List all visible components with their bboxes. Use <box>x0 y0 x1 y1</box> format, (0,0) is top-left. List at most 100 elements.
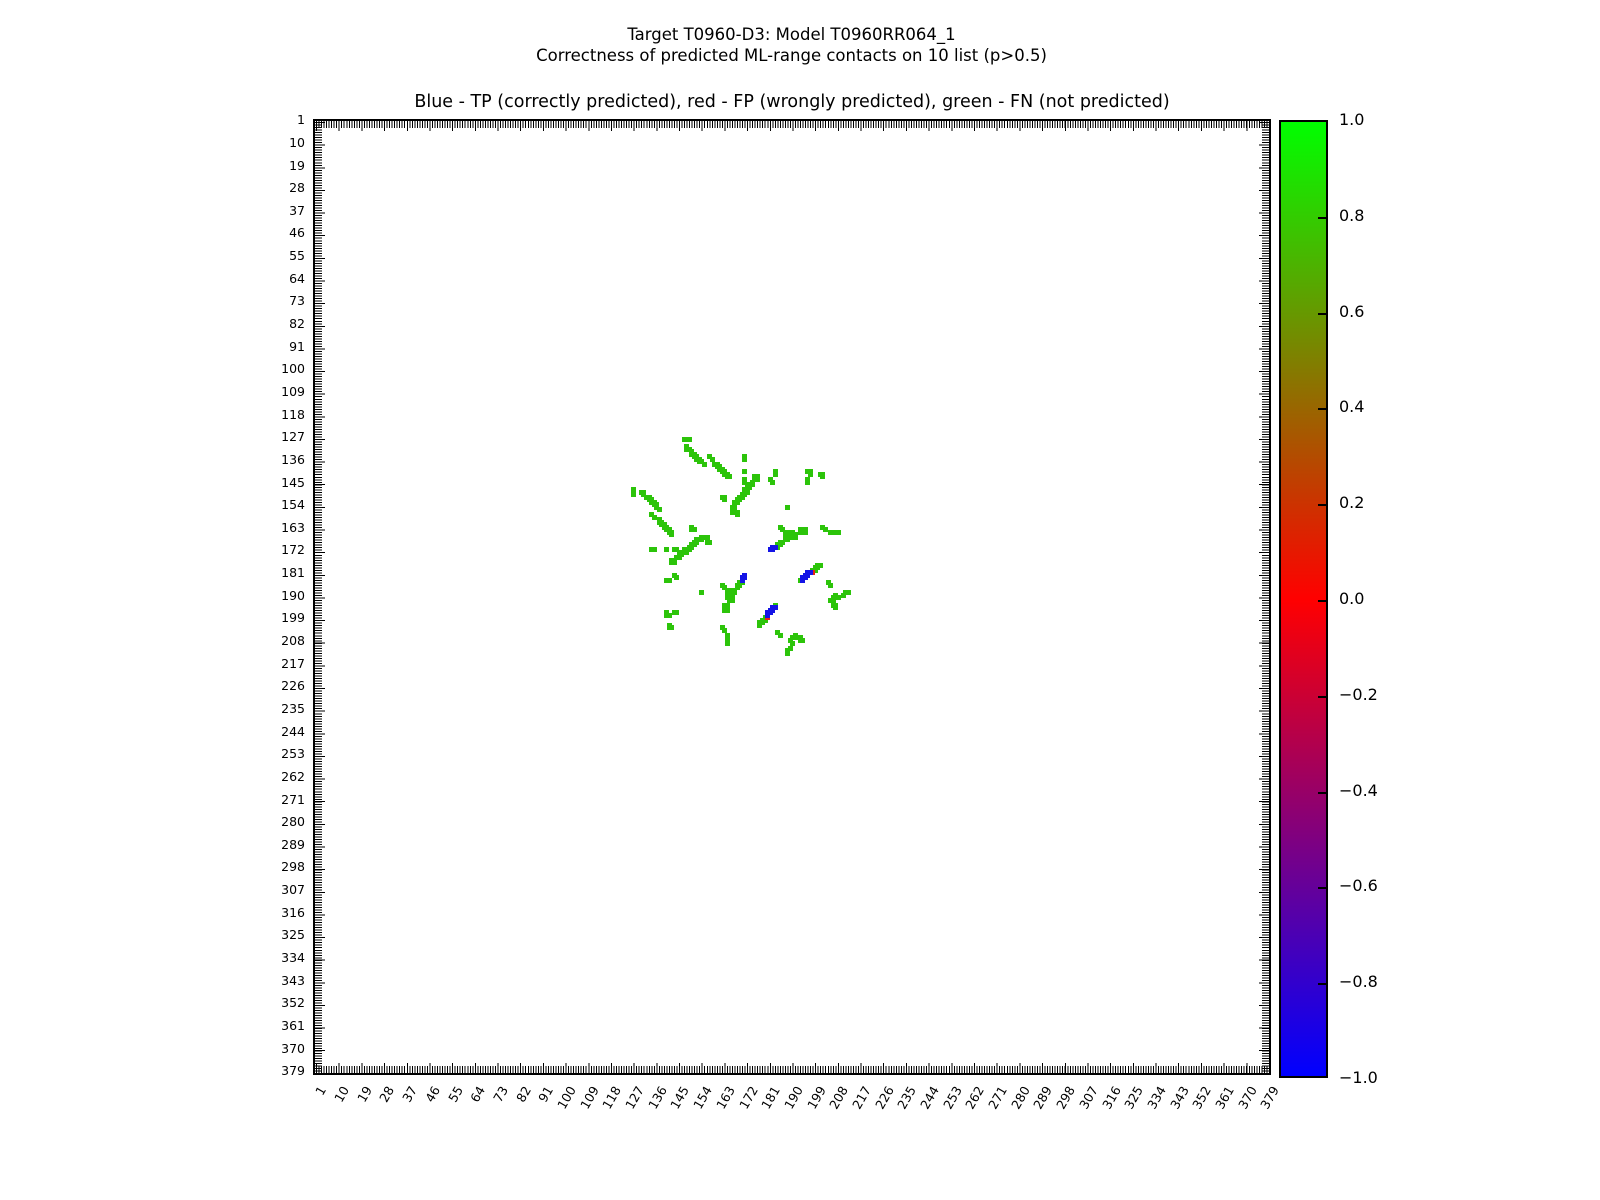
y-tick-label: 325 <box>281 927 305 943</box>
contact-point-fn <box>699 534 705 540</box>
contact-point-fn <box>631 489 637 495</box>
x-tick-label: 316 <box>1098 1083 1124 1112</box>
contact-point-fn <box>790 635 796 641</box>
contact-point-fn <box>785 529 791 535</box>
contact-point-fn <box>797 529 803 535</box>
colorbar-tick-mark <box>1318 408 1326 411</box>
contact-point-fn <box>704 539 710 545</box>
contact-point-fn <box>671 572 677 578</box>
contact-point-fn <box>785 534 791 540</box>
x-tick-label: 370 <box>1234 1083 1260 1112</box>
contact-point-fn <box>656 519 662 525</box>
y-tick-label: 46 <box>289 225 305 241</box>
contact-point-tp <box>772 605 778 611</box>
contact-point-fn <box>722 494 728 500</box>
contact-point-fn <box>780 527 786 533</box>
contact-point-fn <box>686 544 692 550</box>
contact-point-fn <box>694 537 700 543</box>
y-tick-label: 307 <box>281 882 305 898</box>
contact-point-fn <box>734 497 740 503</box>
contact-point-fn <box>666 527 672 533</box>
contact-point-tp <box>742 575 748 581</box>
contact-point-fn <box>656 507 662 513</box>
y-tick-label: 280 <box>281 814 305 830</box>
contact-point-fn <box>631 487 637 493</box>
contact-point-fn <box>790 529 796 535</box>
contact-point-fn <box>646 497 652 503</box>
y-tick-label: 163 <box>281 519 305 535</box>
contact-point-fn <box>712 461 718 467</box>
x-tick-label: 235 <box>894 1083 920 1112</box>
x-tick-label: 100 <box>554 1083 579 1112</box>
contact-point-fn <box>664 524 670 530</box>
y-tick-label: 91 <box>289 338 305 354</box>
contact-point-fn <box>805 469 811 475</box>
colorbar-tick-mark <box>1318 791 1326 794</box>
contact-point-fn <box>671 610 677 616</box>
contact-point-fn <box>707 454 713 460</box>
y-tick-label: 181 <box>281 565 305 581</box>
colorbar-tick-mark <box>1318 504 1326 507</box>
contact-point-fn <box>833 605 839 611</box>
contact-point-fn <box>833 529 839 535</box>
contact-point-fn <box>780 539 786 545</box>
contact-map-plot-area <box>313 119 1271 1075</box>
contact-point-fn <box>727 592 733 598</box>
y-tick-label: 289 <box>281 836 305 852</box>
contact-point-fn <box>724 605 730 611</box>
contact-point-fn <box>792 534 798 540</box>
contact-point-fn <box>714 464 720 470</box>
contact-point-fn <box>727 595 733 601</box>
contact-point-fn <box>684 436 690 442</box>
x-tick-label: 109 <box>576 1083 602 1112</box>
contact-point-fn <box>742 492 748 498</box>
colorbar-tick-label: 0.0 <box>1339 589 1365 608</box>
x-tick-label: 73 <box>489 1083 511 1105</box>
contact-point-fn <box>722 627 728 633</box>
x-tick-label: 154 <box>690 1083 716 1112</box>
colorbar-tick-mark <box>1318 695 1326 698</box>
contact-point-fn <box>664 577 670 583</box>
contact-point-fp <box>810 570 816 576</box>
contact-point-fn <box>671 547 677 553</box>
contact-point-fn <box>817 471 823 477</box>
contact-point-fn <box>724 587 730 593</box>
contact-point-fn <box>792 532 798 538</box>
y-tick-label: 82 <box>289 316 305 332</box>
y-tick-label: 55 <box>289 248 305 264</box>
contact-point-fn <box>699 537 705 543</box>
contact-point-fn <box>732 502 738 508</box>
contact-point-fn <box>631 492 637 498</box>
contact-point-fn <box>785 537 791 543</box>
contact-point-fn <box>782 534 788 540</box>
x-tick-label: 172 <box>735 1083 761 1112</box>
contact-point-fn <box>732 504 738 510</box>
contact-point-fn <box>752 474 758 480</box>
contact-point-fn <box>742 489 748 495</box>
contact-point-fn <box>805 477 811 482</box>
x-tick-label: 361 <box>1212 1083 1237 1112</box>
contact-point-fn <box>669 625 675 631</box>
contact-point-tp <box>765 612 771 618</box>
contact-point-fn <box>732 499 738 505</box>
colorbar-tick-mark <box>1318 312 1326 315</box>
contact-point-fn <box>694 456 700 462</box>
colorbar-tick-label: −1.0 <box>1339 1068 1378 1087</box>
contact-point-tp <box>770 544 776 550</box>
y-tick-label: 298 <box>281 859 305 875</box>
y-tick-label: 316 <box>281 904 305 920</box>
x-tick-label: 37 <box>399 1083 421 1105</box>
contact-point-fn <box>770 479 776 485</box>
y-tick-label: 136 <box>281 451 305 467</box>
x-tick-label: 226 <box>871 1083 897 1112</box>
suptitle-line1: Target T0960-D3: Model T0960RR064_1 <box>627 25 956 44</box>
contact-point-fn <box>810 567 816 573</box>
x-tick-label: 298 <box>1053 1083 1079 1112</box>
contact-point-fn <box>747 484 753 490</box>
contact-point-fn <box>790 534 796 540</box>
y-tick-label: 172 <box>281 542 305 558</box>
contact-point-fn <box>825 580 831 586</box>
x-tick-label: 352 <box>1189 1083 1215 1112</box>
contact-point-fn <box>754 477 760 482</box>
contact-point-fn <box>792 632 798 638</box>
